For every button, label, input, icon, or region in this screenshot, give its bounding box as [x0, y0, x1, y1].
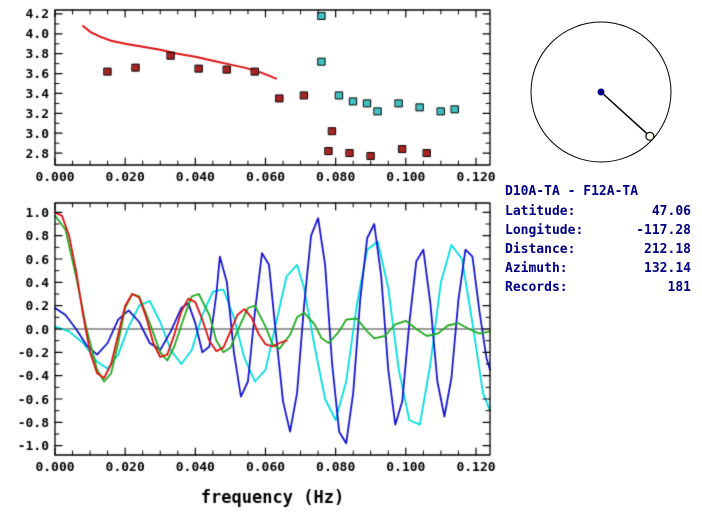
azimuth-circle-diagram: [530, 21, 672, 163]
azimuth-value: 132.14: [644, 261, 691, 276]
info-line-longitude: Longitude: -117.28: [505, 221, 691, 240]
target-station-marker: [645, 131, 655, 141]
distance-value: 212.18: [644, 242, 691, 257]
longitude-value: -117.28: [636, 223, 691, 238]
records-label: Records:: [505, 280, 568, 295]
great-circle-ring: [530, 21, 672, 163]
info-line-distance: Distance: 212.18: [505, 240, 691, 259]
info-line-latitude: Latitude: 47.06: [505, 202, 691, 221]
latitude-label: Latitude:: [505, 204, 576, 219]
azimuth-label: Azimuth:: [505, 261, 568, 276]
center-station-dot: [597, 88, 605, 96]
station-info: D10A-TA - F12A-TA Latitude: 47.06 Longit…: [505, 182, 691, 297]
azimuth-line: [600, 91, 651, 137]
station-pair-title: D10A-TA - F12A-TA: [505, 184, 639, 199]
coherence-waveform-chart: [0, 195, 502, 519]
records-value: 181: [667, 280, 691, 295]
right-panel: D10A-TA - F12A-TA Latitude: 47.06 Longit…: [505, 6, 701, 297]
latitude-value: 47.06: [651, 204, 691, 219]
longitude-label: Longitude:: [505, 223, 584, 238]
distance-label: Distance:: [505, 242, 576, 257]
info-line-azimuth: Azimuth: 132.14: [505, 259, 691, 278]
phase-velocity-dispersion-chart: [0, 0, 502, 195]
info-line-records: Records: 181: [505, 278, 691, 297]
